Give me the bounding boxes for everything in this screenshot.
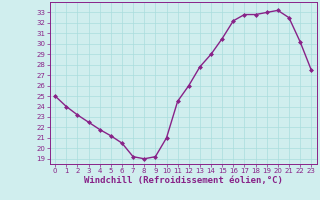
X-axis label: Windchill (Refroidissement éolien,°C): Windchill (Refroidissement éolien,°C) [84, 176, 283, 185]
